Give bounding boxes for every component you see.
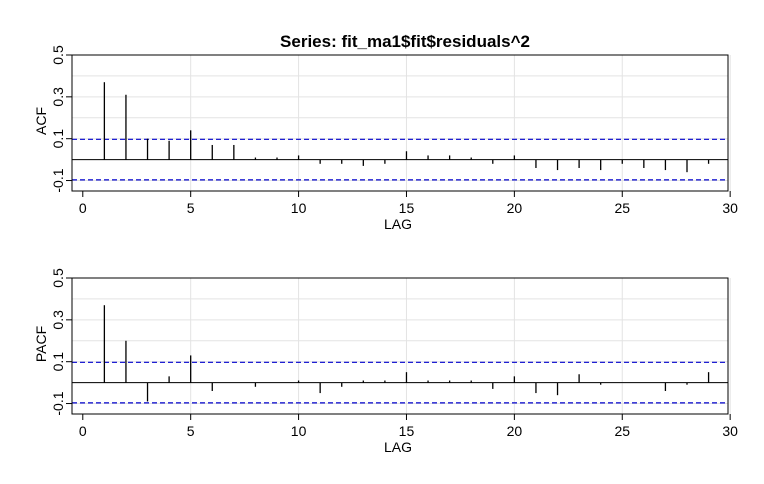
acf-x-axis-label: LAG — [384, 216, 412, 232]
acf-panel: 0 5 10 15 20 25 30 -0.1 0.1 0.3 0.5 LAG ACF — [33, 45, 738, 232]
acf-x-tick-label: 10 — [291, 200, 307, 216]
acf-y-axis-label: ACF — [33, 107, 49, 135]
acf-y-tick-label: 0.5 — [50, 45, 66, 65]
acf-plot-frame — [71, 54, 729, 192]
pacf-x-axis-label: LAG — [384, 439, 412, 455]
acf-x-tick-label: 25 — [614, 200, 630, 216]
pacf-x-tick-label: 0 — [79, 423, 87, 439]
acf-x-tick-label: 5 — [187, 200, 195, 216]
acf-x-tick-label: 20 — [507, 200, 523, 216]
pacf-y-tick-label: -0.1 — [50, 391, 66, 415]
acf-y-tick-label: 0.3 — [50, 87, 66, 107]
pacf-y-axis-label: PACF — [33, 326, 49, 362]
pacf-x-tick-label: 10 — [291, 423, 307, 439]
pacf-x-tick-label: 30 — [722, 423, 738, 439]
acf-x-tick-label: 30 — [722, 200, 738, 216]
pacf-x-tick-label: 15 — [399, 423, 415, 439]
pacf-y-tick-label: 0.5 — [50, 268, 66, 288]
pacf-y-tick-label: 0.3 — [50, 310, 66, 330]
acf-x-tick-label: 0 — [79, 200, 87, 216]
acf-y-tick-label: -0.1 — [50, 168, 66, 192]
pacf-x-tick-label: 25 — [614, 423, 630, 439]
pacf-x-tick-label: 20 — [507, 423, 523, 439]
pacf-plot-frame — [71, 277, 729, 415]
chart-title: Series: fit_ma1$fit$residuals^2 — [280, 32, 530, 51]
acf-y-tick-label: 0.1 — [50, 129, 66, 149]
pacf-panel: 0 5 10 15 20 25 30 -0.1 0.1 0.3 0.5 LAG PACF — [33, 268, 738, 455]
pacf-x-tick-label: 5 — [187, 423, 195, 439]
pacf-y-tick-label: 0.1 — [50, 352, 66, 372]
acf-x-tick-label: 15 — [399, 200, 415, 216]
